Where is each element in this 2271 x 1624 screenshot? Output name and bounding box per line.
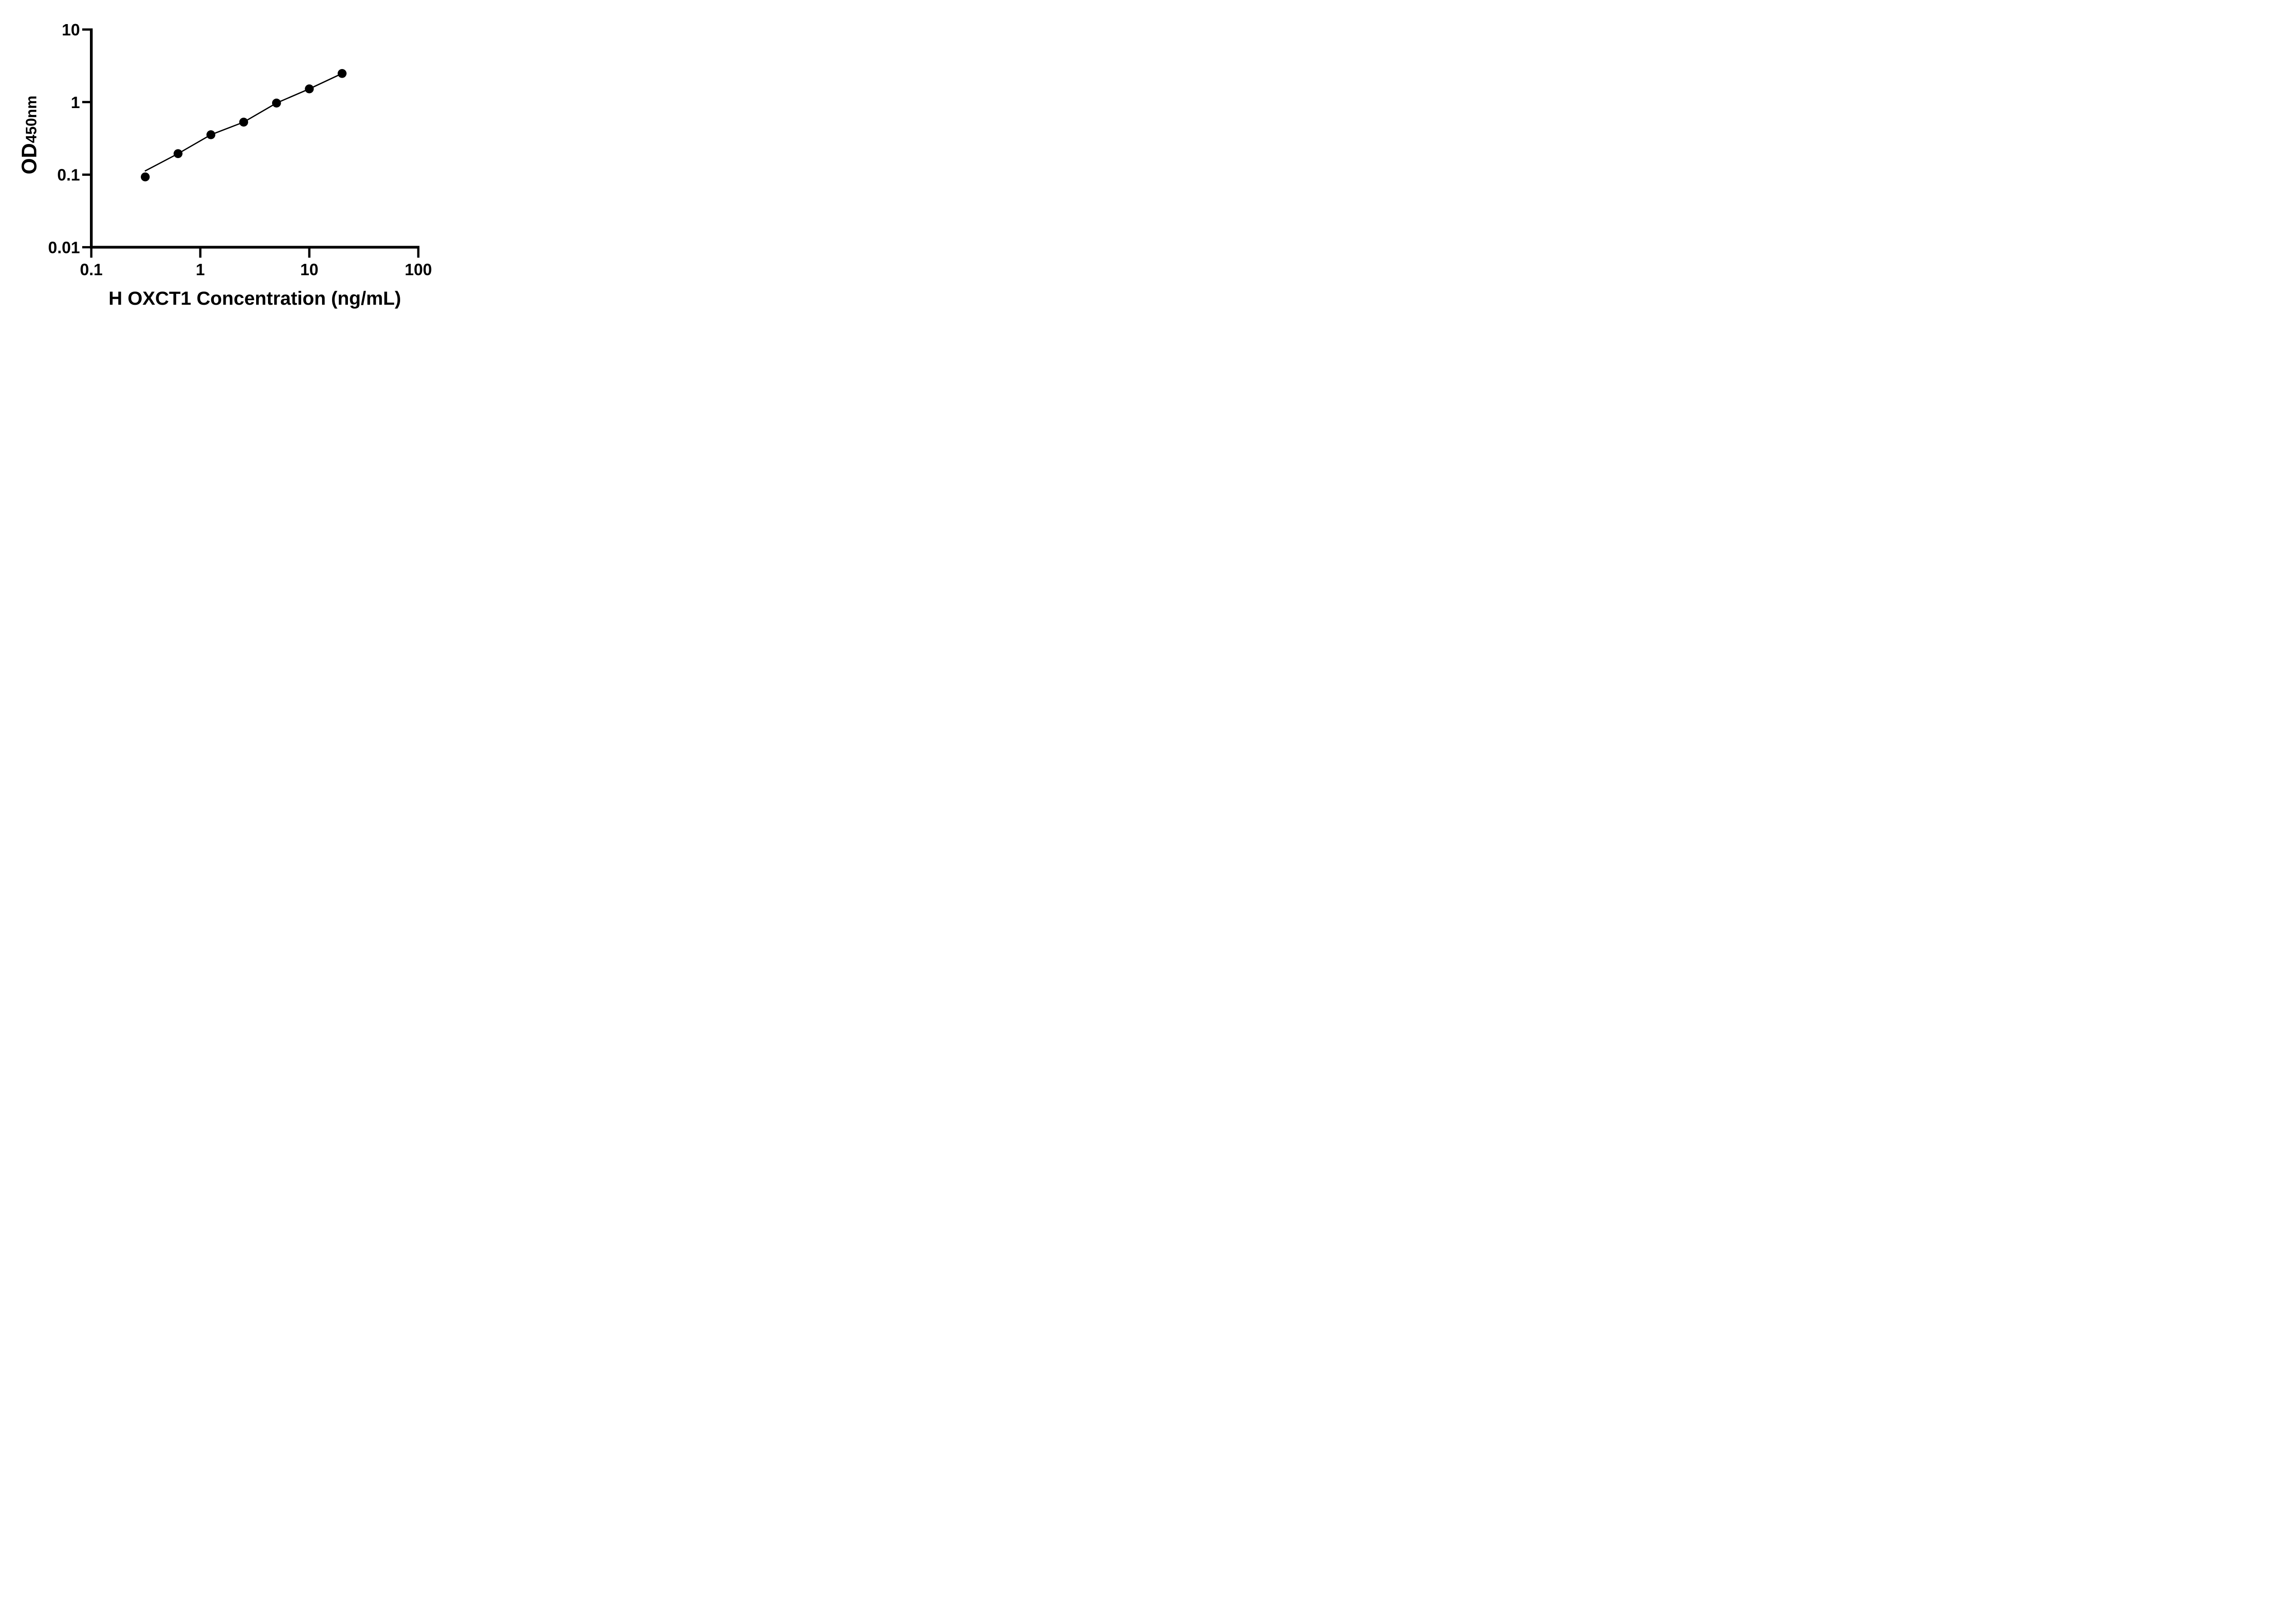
- x-axis-title: H OXCT1 Concentration (ng/mL): [109, 287, 401, 309]
- data-point: [206, 130, 216, 139]
- x-tick-label: 10: [300, 260, 318, 279]
- data-point: [141, 172, 150, 182]
- data-point: [305, 84, 314, 94]
- x-tick-label: 0.1: [80, 260, 103, 279]
- data-point: [239, 118, 248, 127]
- x-tick-label: 100: [405, 260, 432, 279]
- y-tick-label: 1: [71, 93, 80, 112]
- y-axis-title-sub: 450nm: [23, 95, 40, 143]
- data-point: [174, 149, 183, 158]
- axis-ticks: [82, 28, 420, 258]
- plot-series: [141, 69, 347, 182]
- elisa-standard-curve-figure: 0.1 1 10 100 0.01 0.1 1 10 H OXCT1 Concentratio…: [0, 0, 470, 325]
- axes: [90, 28, 420, 249]
- data-point: [337, 69, 347, 78]
- y-axis-title-main: OD: [17, 143, 41, 174]
- y-tick-label: 10: [62, 20, 80, 39]
- data-point: [272, 99, 281, 108]
- y-tick-label: 0.1: [57, 166, 80, 184]
- y-tick-label: 0.01: [48, 238, 80, 257]
- y-axis-title: OD450nm: [17, 95, 41, 174]
- x-tick-label: 1: [196, 260, 205, 279]
